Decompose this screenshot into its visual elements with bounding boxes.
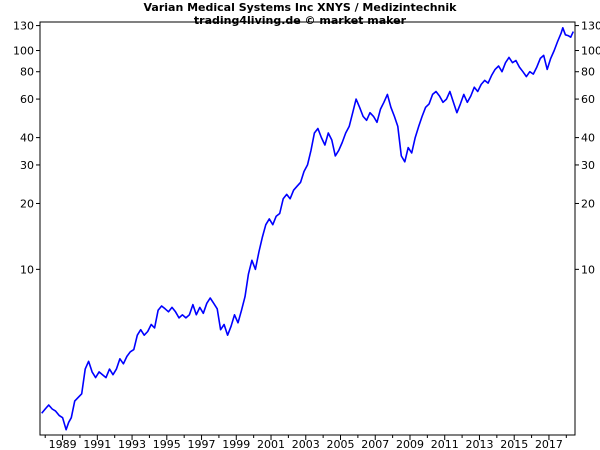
x-tick-label: 2007 <box>361 438 389 450</box>
y-tick-label-right: 130 <box>581 20 600 33</box>
x-tick-label: 1993 <box>118 438 146 450</box>
y-tick-label-left: 20 <box>20 197 34 210</box>
x-tick-label: 2009 <box>396 438 424 450</box>
x-tick-label: 1995 <box>153 438 181 450</box>
y-tick-label-right: 60 <box>581 93 595 106</box>
x-tick-label: 1991 <box>83 438 111 450</box>
x-tick-label: 2005 <box>327 438 355 450</box>
price-series-line <box>41 26 575 431</box>
x-tick-label: 2015 <box>500 438 528 450</box>
plot-frame <box>39 21 576 436</box>
y-tick-label-right: 10 <box>581 263 595 276</box>
y-tick-label-right: 30 <box>581 159 595 172</box>
y-tick-label-right: 40 <box>581 132 595 145</box>
y-tick-label-left: 100 <box>13 45 34 58</box>
x-tick-label: 1989 <box>49 438 77 450</box>
y-tick-label-left: 40 <box>20 132 34 145</box>
x-tick-label: 2003 <box>292 438 320 450</box>
x-tick-label: 1997 <box>188 438 216 450</box>
x-tick-label: 2017 <box>535 438 563 450</box>
x-tick-label: 2011 <box>431 438 459 450</box>
x-tick-label: 2001 <box>257 438 285 450</box>
chart-subtitle: trading4living.de © market maker <box>193 14 407 27</box>
y-tick-label-left: 80 <box>20 66 34 79</box>
x-tick-label: 1999 <box>222 438 250 450</box>
y-tick-label-right: 80 <box>581 66 595 79</box>
axis-ticks: 10 10 20 20 30 30 40 40 60 60 80 80 100 100 130 130 1989… <box>13 20 600 450</box>
y-tick-label-right: 20 <box>581 197 595 210</box>
y-tick-label-left: 60 <box>20 93 34 106</box>
chart-title: Varian Medical Systems Inc XNYS / Medizi… <box>143 1 457 14</box>
y-tick-label-left: 10 <box>20 263 34 276</box>
x-tick-label: 2013 <box>465 438 493 450</box>
y-tick-label-left: 130 <box>13 20 34 33</box>
y-tick-label-left: 30 <box>20 159 34 172</box>
y-tick-label-right: 100 <box>581 45 600 58</box>
